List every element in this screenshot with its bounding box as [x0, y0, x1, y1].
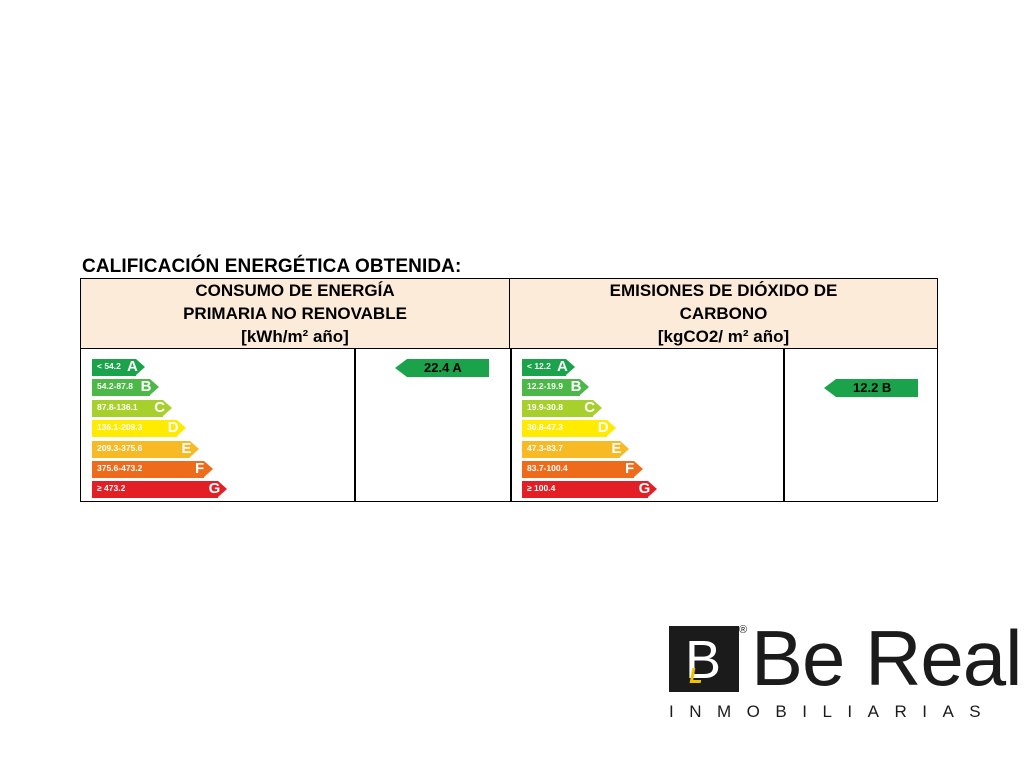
energy-class-range: 375.6-473.2: [97, 462, 143, 473]
logo-mark-box: B: [669, 626, 739, 692]
emissions-class-letter: A: [557, 358, 568, 375]
column-divider: [354, 349, 356, 501]
emissions-class-bar-tip: [606, 420, 616, 437]
energy-class-bar-body: [92, 399, 164, 417]
energy-scale: < 54.2 A 54.2-87.8 B 87.8-136.1 C 136.1-209.3 D…: [92, 358, 227, 502]
energy-class-letter: C: [154, 398, 166, 416]
energy-class-bar-body: [92, 460, 204, 478]
emissions-class-bar-body: [522, 399, 594, 417]
emissions-result-arrow-body: [836, 379, 918, 397]
energy-class-range: 54.2-87.8: [97, 381, 133, 392]
energy-rating-table: CONSUMO DE ENERGÍA PRIMARIA NO RENOVABLE…: [80, 278, 938, 502]
energy-class-e-bar: 209.3-375.6 E: [92, 439, 200, 458]
emissions-class-bar-body: [522, 481, 648, 499]
emissions-class-bar-body: [522, 440, 621, 458]
energy-header-unit: [kWh/m² año]: [241, 327, 349, 346]
energy-class-range: 87.8-136.1: [97, 401, 138, 412]
energy-class-d-bar: 136.1-209.3 D: [92, 419, 186, 438]
emissions-class-bar-body: [522, 359, 566, 376]
energy-class-c-bar: 87.8-136.1 C: [92, 398, 173, 417]
energy-class-letter: F: [195, 459, 205, 477]
emissions-scale: < 12.2 A 12.2-19.9 B 19.9-30.8 C 30.8-47.3 D 47.…: [522, 358, 657, 502]
energy-class-bar-body: [92, 420, 177, 438]
emissions-class-range: 47.3-83.7: [527, 442, 563, 453]
energy-class-range: 136.1-209.3: [97, 422, 143, 433]
emissions-result-value: 12.2 B: [853, 380, 892, 395]
brand-name: Be Real: [751, 614, 1022, 702]
energy-class-bar-tip: [190, 440, 200, 457]
energy-class-letter: G: [208, 480, 221, 498]
energy-class-b-bar: 54.2-87.8 B: [92, 378, 159, 397]
energy-class-bar-tip: [149, 379, 159, 396]
emissions-class-range: 30.8-47.3: [527, 422, 563, 433]
energy-class-bar-body: [92, 481, 218, 499]
energy-class-g-bar: ≥ 473.2 G: [92, 480, 227, 499]
energy-header: CONSUMO DE ENERGÍA PRIMARIA NO RENOVABLE…: [81, 279, 510, 349]
emissions-class-letter: D: [597, 419, 609, 437]
emissions-header: EMISIONES DE DIÓXIDO DE CARBONO [kgCO2/ …: [510, 279, 937, 349]
emissions-class-bar-tip: [620, 440, 630, 457]
energy-result-value: 22.4 A: [424, 360, 462, 375]
energy-class-bar-body: [92, 359, 136, 376]
emissions-class-range: ≥ 100.4: [527, 483, 556, 494]
energy-class-range: ≥ 473.2: [97, 483, 126, 494]
energy-class-bar-body: [92, 440, 191, 458]
emissions-class-bar-body: [522, 379, 580, 397]
energy-class-bar-tip: [176, 420, 186, 437]
energy-header-line2: PRIMARIA NO RENOVABLE: [183, 304, 407, 323]
energy-class-bar-tip: [217, 481, 227, 498]
emissions-class-bar-body: [522, 420, 607, 438]
energy-class-letter: E: [181, 439, 192, 457]
emissions-class-range: 12.2-19.9: [527, 381, 563, 392]
logo-initial: B: [685, 630, 722, 690]
column-divider: [783, 349, 785, 501]
emissions-class-c-bar: 19.9-30.8 C: [522, 398, 603, 417]
emissions-header-unit: [kgCO2/ m² año]: [657, 327, 790, 346]
emissions-result-arrow: 12.2 B: [824, 379, 918, 397]
energy-class-letter: B: [140, 378, 152, 396]
energy-class-bar-body: [92, 379, 150, 397]
emissions-class-a-bar: < 12.2 A: [522, 358, 575, 376]
energy-header-line1: CONSUMO DE ENERGÍA: [195, 281, 395, 300]
emissions-class-d-bar: 30.8-47.3 D: [522, 419, 616, 438]
emissions-class-bar-tip: [593, 399, 603, 416]
emissions-header-line1: EMISIONES DE DIÓXIDO DE: [609, 281, 838, 300]
emissions-class-range: 83.7-100.4: [527, 462, 568, 473]
energy-result-arrow-body: [407, 359, 489, 377]
emissions-class-bar-tip: [566, 359, 575, 375]
emissions-class-g-bar: ≥ 100.4 G: [522, 480, 657, 499]
emissions-header-line2: CARBONO: [679, 304, 768, 323]
energy-result-arrow: 22.4 A: [395, 359, 489, 377]
emissions-class-letter: B: [570, 378, 582, 396]
energy-class-bar-tip: [136, 359, 145, 375]
emissions-class-b-bar: 12.2-19.9 B: [522, 378, 589, 397]
rating-heading: CALIFICACIÓN ENERGÉTICA OBTENIDA:: [82, 256, 462, 277]
energy-class-range: 209.3-375.6: [97, 442, 143, 453]
energy-result-arrow-tip: [395, 359, 407, 377]
energy-class-a-bar: < 54.2 A: [92, 358, 145, 376]
emissions-class-letter: C: [584, 398, 596, 416]
energy-class-letter: A: [127, 358, 138, 375]
energy-class-bar-tip: [204, 460, 213, 477]
emissions-class-range: < 12.2: [527, 361, 551, 371]
emissions-class-range: 19.9-30.8: [527, 401, 563, 412]
brand-subtitle: INMOBILIARIAS: [669, 702, 997, 721]
energy-class-range: < 54.2: [97, 361, 121, 371]
emissions-class-bar-tip: [579, 379, 589, 396]
emissions-class-letter: F: [625, 459, 635, 477]
emissions-class-bar-body: [522, 460, 634, 478]
column-divider: [510, 349, 512, 501]
registered-mark: ®: [739, 624, 748, 636]
energy-class-letter: D: [167, 419, 179, 437]
energy-class-bar-tip: [163, 399, 173, 416]
energy-class-f-bar: 375.6-473.2 F: [92, 459, 213, 478]
emissions-class-f-bar: 83.7-100.4 F: [522, 459, 643, 478]
emissions-class-bar-tip: [647, 481, 657, 498]
emissions-class-bar-tip: [634, 460, 643, 477]
emissions-class-e-bar: 47.3-83.7 E: [522, 439, 630, 458]
emissions-result-arrow-tip: [824, 379, 836, 397]
emissions-class-letter: G: [638, 480, 651, 498]
emissions-class-letter: E: [611, 439, 622, 457]
